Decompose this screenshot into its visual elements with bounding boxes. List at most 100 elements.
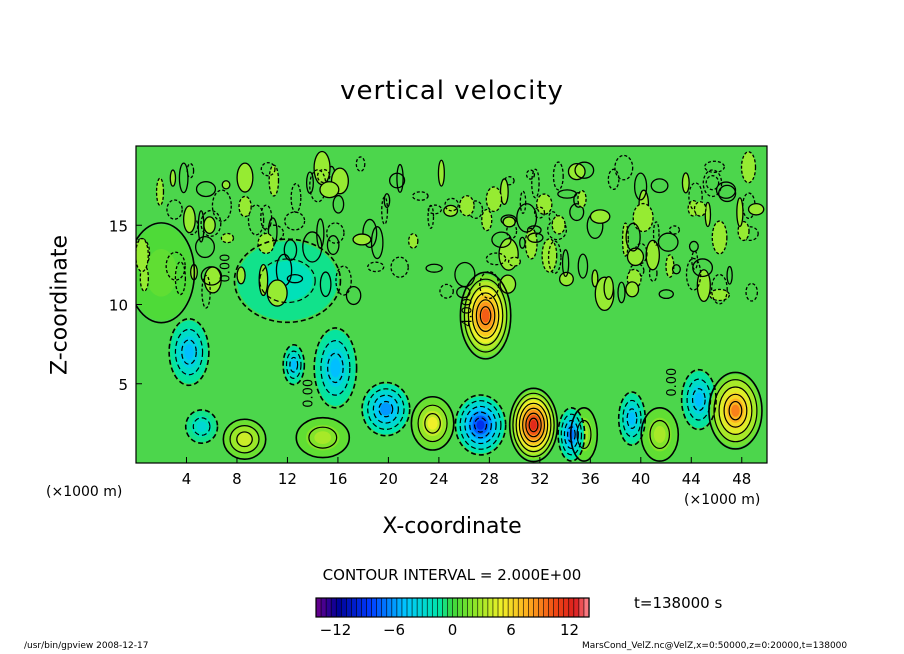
turbulence-cell	[617, 281, 626, 304]
turbulence-cell	[182, 205, 196, 234]
contour-line	[563, 419, 579, 450]
contour-line	[469, 411, 492, 439]
turbulence-cell	[345, 285, 362, 306]
turbulence-cell	[589, 209, 611, 224]
turbulence-cell	[681, 172, 690, 194]
turbulence-cell	[479, 270, 500, 300]
turbulence-cell	[632, 202, 654, 233]
turbulence-cell	[319, 181, 340, 199]
turbulence-cell	[503, 176, 515, 186]
contour-line	[728, 400, 743, 421]
field-level	[476, 420, 485, 430]
turbulence-cell	[444, 197, 459, 212]
turbulence-cell	[178, 162, 189, 194]
contour-line	[181, 339, 197, 365]
colorbar-bin	[416, 597, 423, 618]
colorbar-bin	[371, 597, 378, 618]
turbulence-cell	[286, 273, 304, 284]
y-tick-label: 5	[118, 376, 128, 394]
field-feature	[710, 374, 761, 448]
colorbar-bin	[497, 597, 504, 618]
turbulence-cell	[657, 232, 679, 252]
turbulence-cell	[166, 199, 183, 220]
colorbar-bin	[447, 597, 454, 618]
plot-area: 4.00 0.00 0.00 0.00	[135, 145, 768, 464]
turbulence-cell	[427, 204, 435, 229]
colorbar-bin	[315, 597, 322, 618]
contour-line	[713, 379, 758, 443]
turbulence-cell	[200, 209, 222, 237]
turbulence-cell	[437, 159, 445, 187]
field-feature	[236, 241, 338, 321]
contour-label: 4.00	[461, 298, 476, 327]
colorbar-tick-label: −6	[383, 621, 405, 639]
turbulence-cell	[335, 265, 352, 296]
contour-line	[424, 413, 441, 434]
turbulence-cell	[260, 204, 273, 231]
turbulence-cell	[485, 252, 507, 266]
contour-line	[708, 371, 763, 450]
colorbar-bin	[361, 597, 368, 618]
colorbar-bin	[391, 597, 398, 618]
turbulence-cell	[408, 233, 419, 249]
turbulence-cell	[607, 168, 620, 191]
turbulence-cell	[711, 220, 728, 255]
contour-line	[327, 352, 344, 384]
colorbar-bin	[320, 597, 327, 618]
contour-line	[295, 416, 351, 459]
contour-line	[289, 356, 299, 373]
turbulence-cell	[557, 189, 578, 199]
turbulence-cell	[577, 189, 587, 208]
turbulence-cell	[696, 269, 711, 303]
colorbar-bin	[548, 597, 555, 618]
colorbar-bin	[346, 597, 352, 618]
contour-line	[649, 419, 671, 450]
x-tick-label: 4	[182, 470, 192, 488]
colorbar-bin	[538, 597, 545, 618]
x-tick-label: 36	[581, 470, 600, 488]
turbulence-cell	[671, 264, 681, 275]
turbulence-cell	[502, 216, 516, 228]
contour-line	[560, 413, 583, 456]
field-level	[330, 358, 341, 378]
colorbar-bin	[401, 597, 408, 618]
turbulence-cell	[692, 258, 714, 278]
contour-line	[361, 381, 411, 437]
y-axis-ticks: 5 10 15	[109, 217, 142, 394]
turbulence-cell	[525, 169, 536, 180]
field-level	[694, 392, 703, 407]
field-level	[380, 402, 392, 416]
contour-line	[313, 327, 358, 409]
turbulence-cell	[650, 178, 669, 194]
x-tick-label: 12	[278, 470, 297, 488]
turbulence-cell	[247, 204, 265, 236]
contour-line	[168, 317, 210, 387]
contour-line	[691, 388, 706, 412]
field-level	[628, 412, 636, 425]
colorbar-bin	[351, 597, 358, 618]
turbulence-cell	[519, 190, 527, 214]
turbulence-cell	[201, 274, 211, 309]
turbulence-cell	[567, 162, 586, 181]
turbulence-cell	[194, 235, 216, 259]
colorbar-bin	[356, 597, 363, 618]
turbulence-cell	[491, 231, 512, 248]
turbulence-cell	[715, 181, 737, 199]
contour-line	[459, 400, 502, 450]
y-tick-label: 15	[109, 217, 128, 235]
turbulence-cell	[458, 195, 475, 217]
turbulence-cell	[704, 201, 712, 228]
turbulence-cell	[326, 222, 345, 244]
x-tick-label: 28	[480, 470, 499, 488]
turbulence-cell	[726, 265, 733, 285]
turbulence-cell	[668, 225, 681, 235]
contour-line	[459, 271, 512, 360]
turbulence-cell	[260, 162, 276, 177]
contour-line	[236, 431, 253, 448]
x-axis-ticks: 4 8 12 16 20 24 28 32 36 40 44 48	[182, 457, 751, 488]
contour-line	[576, 419, 592, 450]
colorbar-bin	[578, 597, 585, 618]
contour-line	[184, 409, 219, 444]
turbulence-cell	[396, 163, 404, 193]
